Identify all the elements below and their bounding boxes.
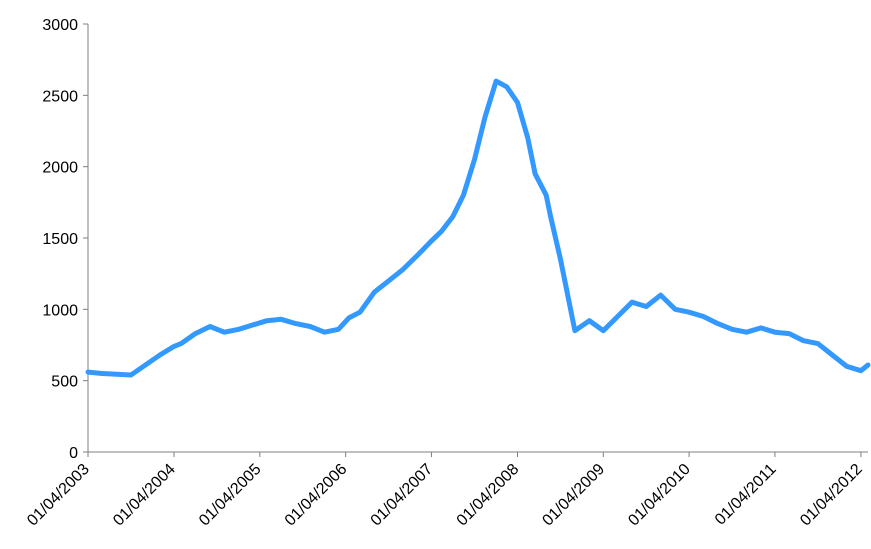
y-axis: 0 500 1000 1500 2000 2500 3000 — [42, 17, 89, 462]
x-axis: 01/04/2003 01/04/2004 01/04/2005 01/04/2006… — [24, 451, 868, 530]
series-layer — [85, 78, 871, 378]
x-tick-label: 01/04/2011 — [712, 461, 780, 529]
x-tick-label: 01/04/2005 — [196, 461, 265, 530]
x-tick-label: 01/04/2003 — [24, 461, 93, 530]
x-tick-label: 01/04/2010 — [625, 461, 694, 530]
x-tick-label: 01/04/2012 — [797, 461, 866, 530]
y-tick-label: 2000 — [42, 160, 78, 177]
y-tick-label: 0 — [69, 445, 78, 462]
x-tick-label: 01/04/2008 — [454, 461, 523, 530]
y-tick-label: 1000 — [42, 302, 78, 319]
y-tick-label: 3000 — [42, 17, 78, 34]
x-tick-label: 01/04/2007 — [368, 461, 437, 530]
y-tick-label: 1500 — [42, 231, 78, 248]
x-tick-label: 01/04/2004 — [110, 461, 179, 530]
x-tick-label: 01/04/2006 — [282, 461, 351, 530]
series-line — [85, 78, 871, 378]
y-tick-label: 2500 — [42, 88, 78, 105]
y-tick-label: 500 — [51, 374, 78, 391]
x-tick-label: 01/04/2009 — [539, 461, 608, 530]
